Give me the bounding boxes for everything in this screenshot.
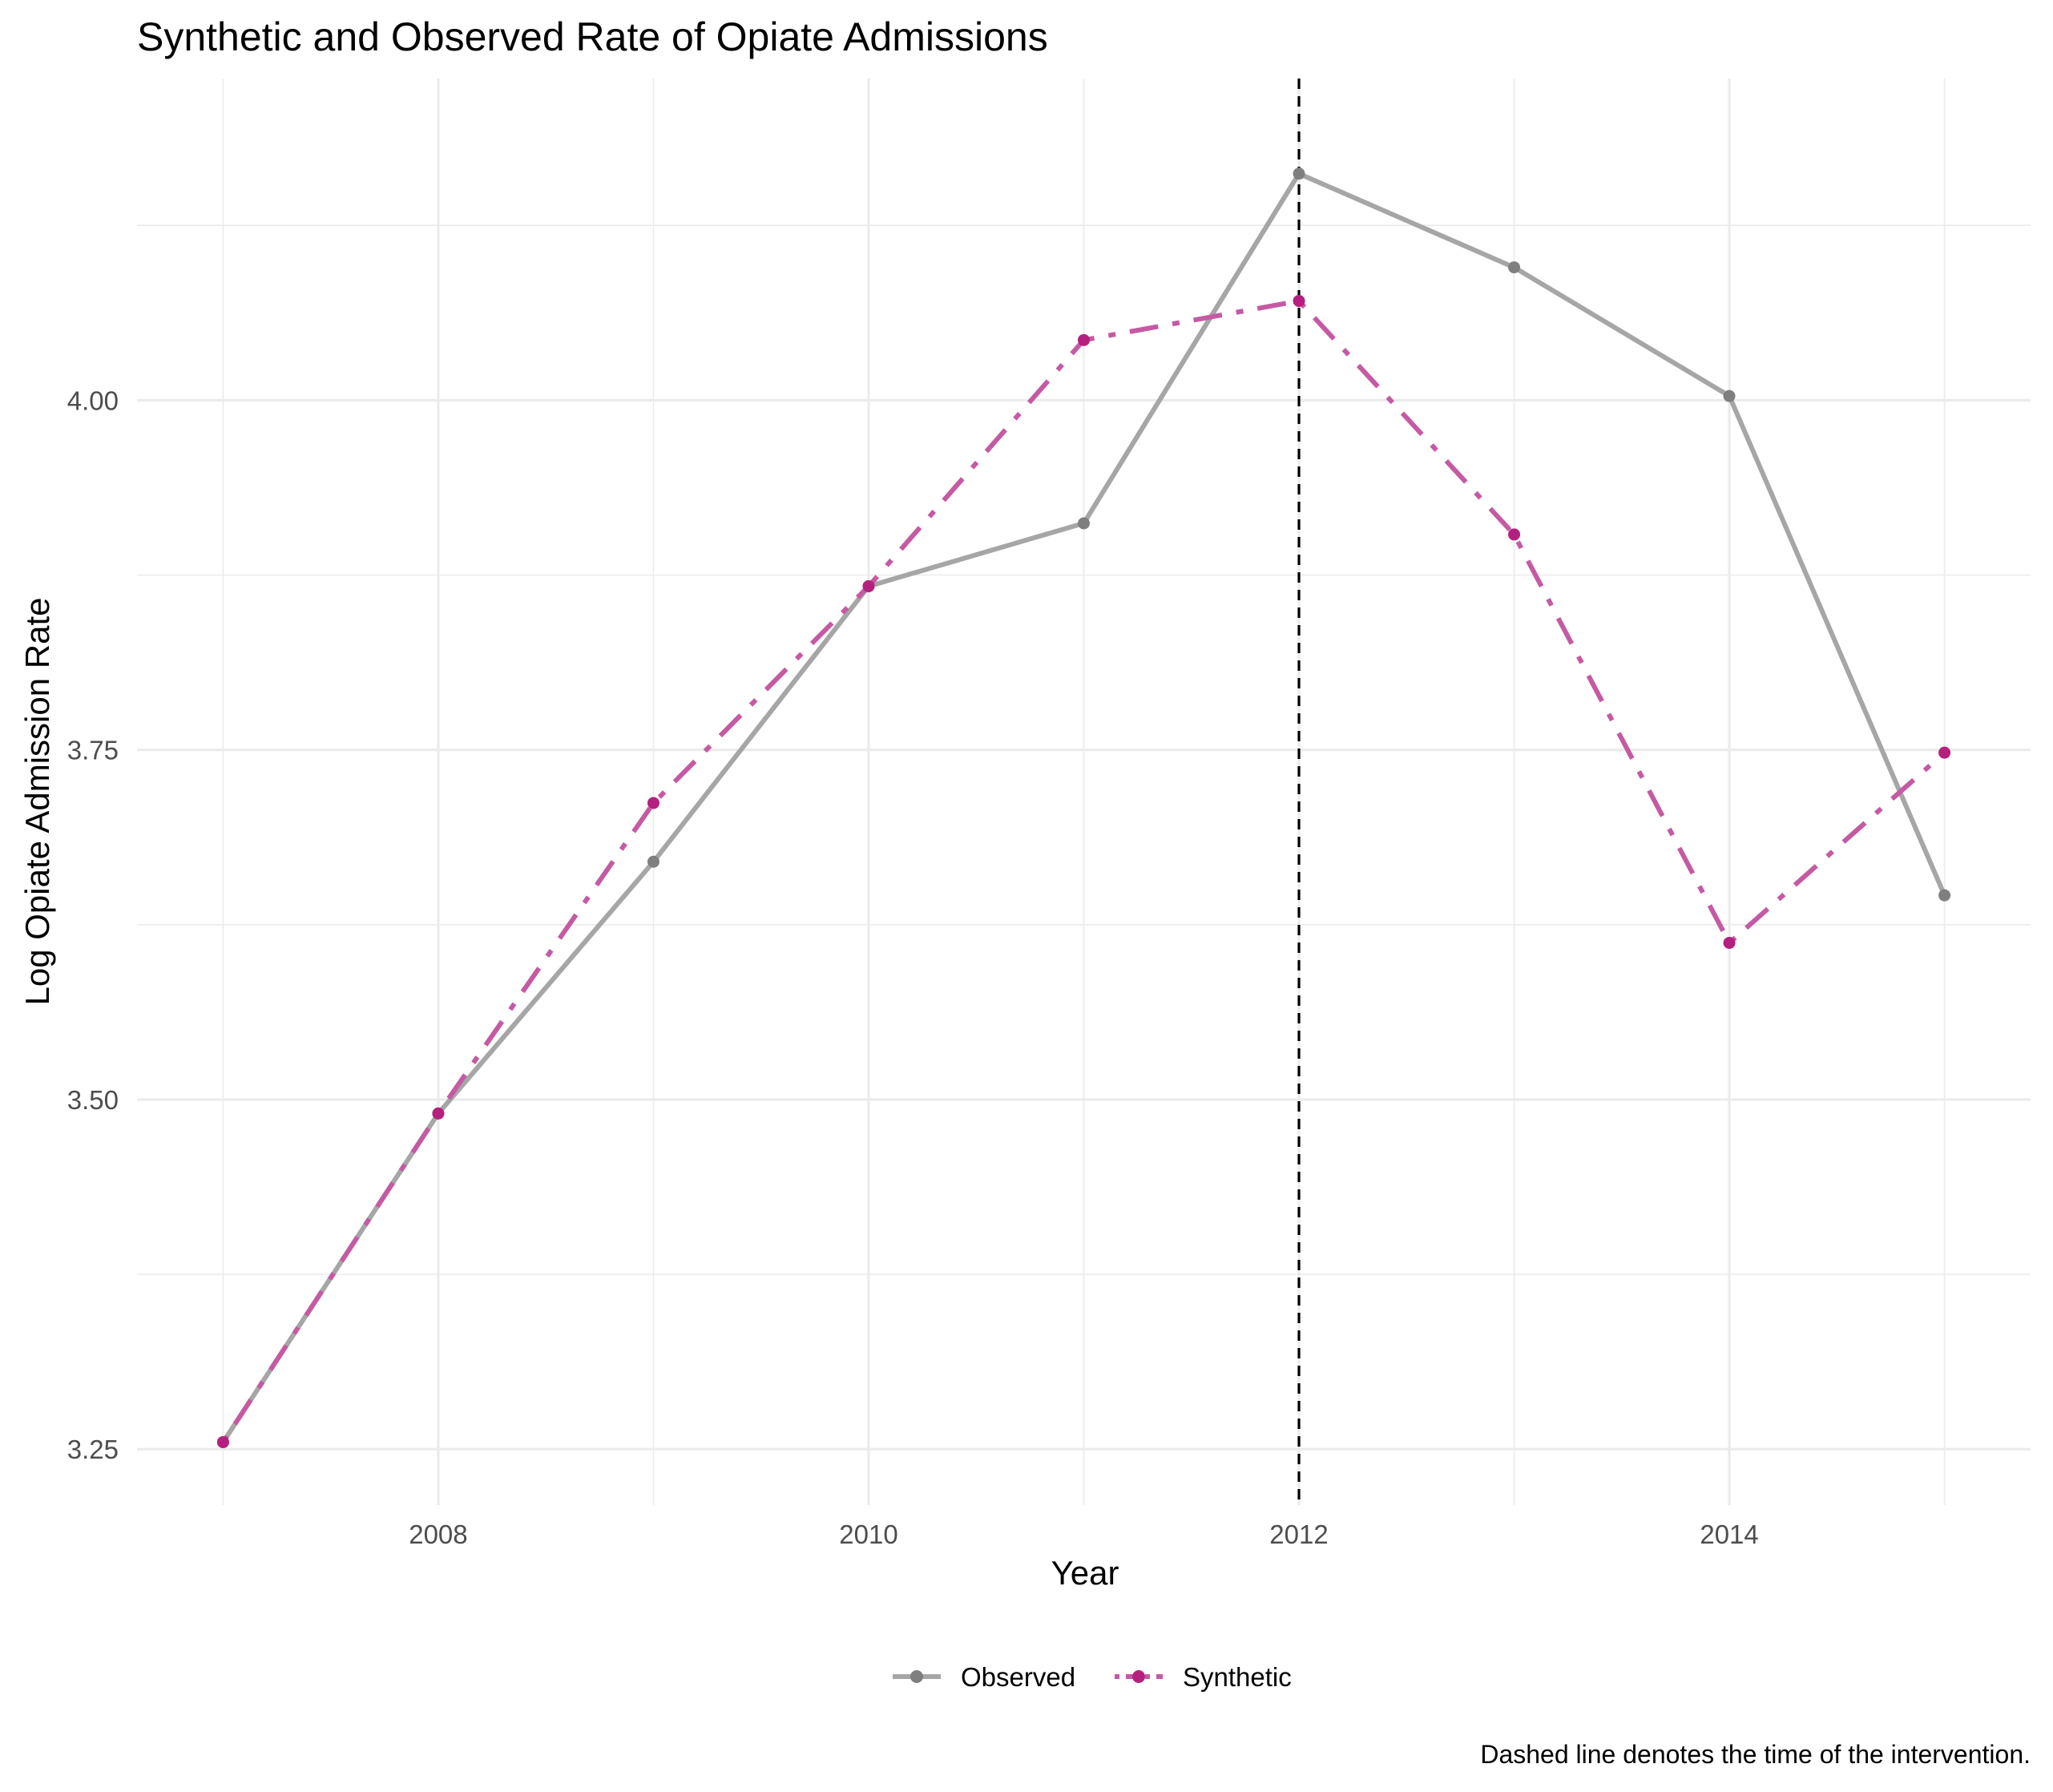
x-tick-label: 2010 bbox=[839, 1520, 897, 1549]
data-point-observed bbox=[1078, 517, 1090, 530]
x-tick-label: 2012 bbox=[1269, 1520, 1328, 1549]
data-point-observed bbox=[647, 855, 659, 868]
grid bbox=[137, 79, 2031, 1505]
chart-title: Synthetic and Observed Rate of Opiate Ad… bbox=[137, 14, 1048, 59]
x-tick-label: 2014 bbox=[1700, 1520, 1758, 1549]
legend-key-synthetic-point bbox=[1132, 1670, 1145, 1683]
y-axis-ticks: 3.25 3.50 3.75 4.00 bbox=[67, 385, 119, 1464]
y-tick-label: 4.00 bbox=[67, 385, 119, 415]
data-point-synthetic bbox=[1723, 936, 1736, 949]
data-point-synthetic bbox=[432, 1107, 445, 1120]
data-point-synthetic bbox=[1293, 294, 1305, 307]
data-point-synthetic bbox=[862, 579, 875, 592]
y-axis-title: Log Opiate Admission Rate bbox=[18, 598, 56, 1006]
data-point-observed bbox=[1293, 167, 1305, 180]
legend-key-observed-point bbox=[910, 1670, 923, 1683]
chart-caption: Dashed line denotes the time of the inte… bbox=[1480, 1740, 2031, 1769]
y-tick-label: 3.25 bbox=[67, 1435, 119, 1464]
x-axis-ticks: 2008 2010 2012 2014 bbox=[409, 1520, 1759, 1549]
series-synthetic bbox=[216, 294, 1951, 1448]
y-tick-label: 3.75 bbox=[67, 736, 119, 765]
y-tick-label: 3.50 bbox=[67, 1085, 119, 1115]
data-point-observed bbox=[1508, 261, 1521, 274]
x-tick-label: 2008 bbox=[409, 1520, 467, 1549]
legend-item-synthetic: Synthetic bbox=[1115, 1662, 1292, 1692]
data-point-synthetic bbox=[1508, 528, 1521, 541]
x-axis-title: Year bbox=[1051, 1554, 1119, 1592]
legend-item-observed: Observed bbox=[893, 1662, 1075, 1692]
data-point-observed bbox=[1938, 889, 1951, 902]
data-point-synthetic bbox=[216, 1435, 229, 1448]
legend-label-synthetic: Synthetic bbox=[1183, 1662, 1292, 1692]
legend: Observed Synthetic bbox=[893, 1662, 1292, 1692]
data-point-synthetic bbox=[1078, 333, 1090, 346]
legend-label-observed: Observed bbox=[961, 1662, 1075, 1692]
data-point-synthetic bbox=[1938, 746, 1951, 759]
data-point-observed bbox=[1723, 389, 1736, 402]
series-group bbox=[216, 167, 1951, 1448]
data-point-synthetic bbox=[647, 797, 659, 809]
